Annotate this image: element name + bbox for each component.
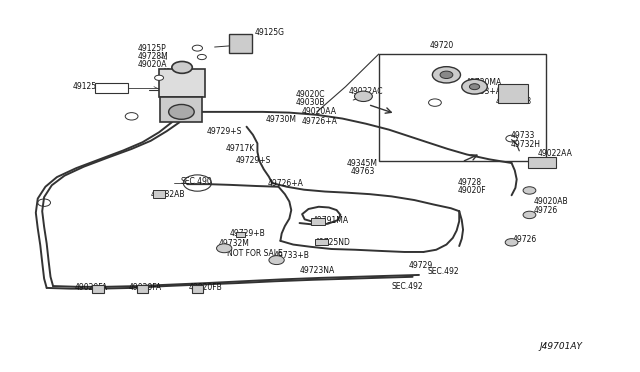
Text: 49726: 49726 [534, 206, 558, 215]
Text: 49728M: 49728M [138, 52, 169, 61]
Circle shape [523, 187, 536, 194]
Text: J49701AY: J49701AY [540, 341, 583, 350]
Text: 49020AB: 49020AB [534, 197, 568, 206]
Text: 49125: 49125 [72, 82, 97, 91]
Text: 49729: 49729 [408, 261, 433, 270]
Bar [527, 157, 556, 168]
Circle shape [197, 54, 206, 60]
Text: 49020FA: 49020FA [129, 283, 161, 292]
Text: 49720: 49720 [430, 41, 454, 51]
Text: 49733+A: 49733+A [466, 87, 502, 96]
Circle shape [269, 256, 284, 264]
Text: 49732H: 49732H [510, 140, 540, 149]
Text: 49125G: 49125G [255, 28, 285, 37]
Text: 49733: 49733 [510, 131, 534, 141]
Text: SEC.492: SEC.492 [392, 282, 423, 291]
Bar [95, 83, 129, 93]
Text: 49020F: 49020F [458, 186, 486, 195]
Text: 49022AA: 49022AA [537, 149, 572, 158]
Text: SEC.490: SEC.490 [180, 177, 212, 186]
Text: 49763: 49763 [351, 167, 375, 176]
Text: 49726+A: 49726+A [268, 179, 303, 187]
Text: 49729+S: 49729+S [236, 156, 271, 165]
Text: 49730MA: 49730MA [466, 78, 502, 87]
Bar [137, 285, 148, 293]
Text: 49730MB: 49730MB [495, 97, 532, 106]
Circle shape [505, 238, 518, 246]
Text: 49020A: 49020A [138, 60, 168, 69]
Text: 49791MA: 49791MA [312, 216, 348, 225]
Text: 49125P: 49125P [138, 44, 167, 53]
Circle shape [523, 211, 536, 219]
Text: 49020FB: 49020FB [189, 283, 223, 292]
Text: 49717K: 49717K [225, 144, 255, 153]
Text: 49725ND: 49725ND [315, 238, 351, 247]
Circle shape [469, 84, 479, 90]
Text: 49728: 49728 [458, 178, 481, 187]
Bar [236, 232, 245, 237]
Bar [311, 218, 325, 225]
Circle shape [155, 75, 164, 80]
Text: 49729+S: 49729+S [206, 126, 242, 136]
Text: 49020C: 49020C [296, 90, 325, 99]
Text: NOT FOR SALE: NOT FOR SALE [227, 249, 283, 258]
Text: 49726+A: 49726+A [302, 117, 338, 126]
Bar [153, 190, 166, 198]
Text: 49181M: 49181M [162, 68, 192, 77]
Bar [161, 97, 202, 122]
Text: 49082AB: 49082AB [151, 190, 185, 199]
Bar [92, 285, 104, 293]
Text: 49732M: 49732M [219, 239, 250, 248]
Bar [159, 69, 205, 97]
Bar [497, 84, 528, 103]
Circle shape [169, 105, 194, 119]
Bar [191, 285, 203, 293]
Text: 49020FA: 49020FA [74, 283, 108, 292]
Circle shape [216, 244, 232, 253]
Text: 49723NA: 49723NA [300, 266, 335, 275]
Bar [315, 238, 328, 245]
Circle shape [462, 79, 487, 94]
Circle shape [440, 71, 453, 78]
Text: 49730M: 49730M [266, 115, 297, 124]
Bar [379, 54, 546, 161]
Text: 49729+B: 49729+B [229, 229, 265, 238]
Circle shape [355, 91, 372, 102]
Text: 49726: 49726 [513, 235, 537, 244]
Text: 49733+B: 49733+B [274, 251, 310, 260]
Text: SEC.492: SEC.492 [428, 267, 459, 276]
Text: 49030B: 49030B [296, 98, 325, 107]
Text: 49345M: 49345M [347, 158, 378, 167]
Text: 49020AA: 49020AA [302, 108, 337, 116]
Text: 49022AC: 49022AC [349, 87, 383, 96]
Bar [229, 34, 252, 53]
Circle shape [433, 67, 461, 83]
Circle shape [172, 61, 192, 73]
